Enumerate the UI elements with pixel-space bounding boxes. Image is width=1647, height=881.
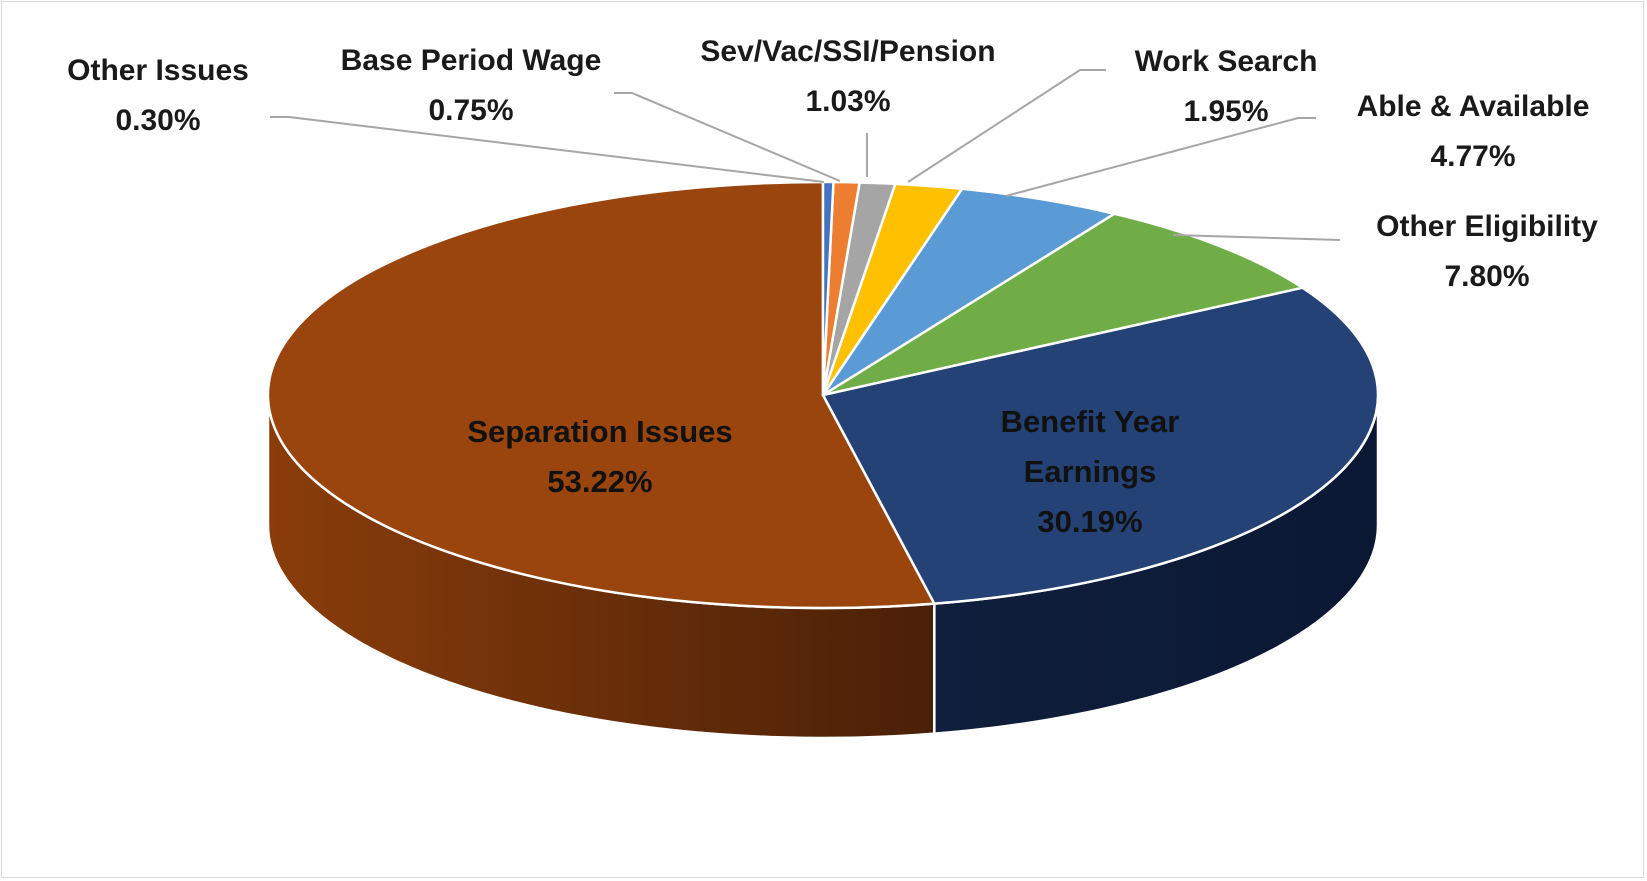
slice-labels: Separation Issues 53.22% Benefit Year Earni… [67, 35, 1598, 539]
value-label-able-available: 4.77% [1430, 140, 1515, 173]
category-label-other-issues: Other Issues [67, 54, 249, 87]
leader-line-work-search [907, 69, 1106, 183]
value-label-base-period-wage: 0.75% [428, 94, 513, 127]
category-label-separation-issues: Separation Issues [467, 414, 732, 449]
slice-able-available[interactable] [821, 187, 1116, 397]
value-label-work-search: 1.95% [1183, 95, 1268, 128]
category-label-sev-vac-ssi-pension: Sev/Vac/SSI/Pension [700, 35, 995, 68]
leader-line-base-period-wage [614, 92, 841, 182]
value-label-sev-vac-ssi-pension: 1.03% [805, 85, 890, 118]
slice-separation-issues[interactable] [266, 180, 936, 610]
category-label-work-search: Work Search [1135, 45, 1318, 78]
leader-lines [270, 69, 1341, 241]
value-label-other-eligibility: 7.80% [1444, 260, 1529, 293]
leader-line-other-issues [270, 116, 825, 183]
category-label-benefit-year-earnings-line-1: Benefit Year [1001, 404, 1180, 439]
category-label-benefit-year-earnings-line-2: Earnings [1024, 454, 1157, 489]
category-label-other-eligibility: Other Eligibility [1376, 210, 1598, 243]
slice-benefit-year-earnings[interactable] [821, 286, 1380, 605]
value-label-benefit-year-earnings: 30.19% [1037, 504, 1142, 539]
pie-top-slices [266, 180, 1380, 610]
leader-line-other-eligibility [1172, 234, 1341, 241]
value-label-other-issues: 0.30% [115, 104, 200, 137]
value-label-separation-issues: 53.22% [547, 464, 652, 499]
category-label-base-period-wage: Base Period Wage [341, 44, 602, 77]
category-label-able-available: Able & Available [1357, 90, 1590, 123]
leader-line-able-available [1005, 117, 1316, 197]
slice-other-eligibility[interactable] [821, 212, 1304, 397]
